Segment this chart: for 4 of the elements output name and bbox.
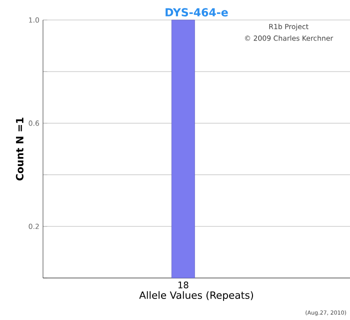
chart-title: DYS-464-e — [166, 8, 228, 16]
x-axis-title: Allele Values (Repeats) — [139, 291, 254, 301]
x-tick-label: 18 — [178, 282, 188, 288]
y-axis-title: Count N =1 — [16, 118, 24, 180]
